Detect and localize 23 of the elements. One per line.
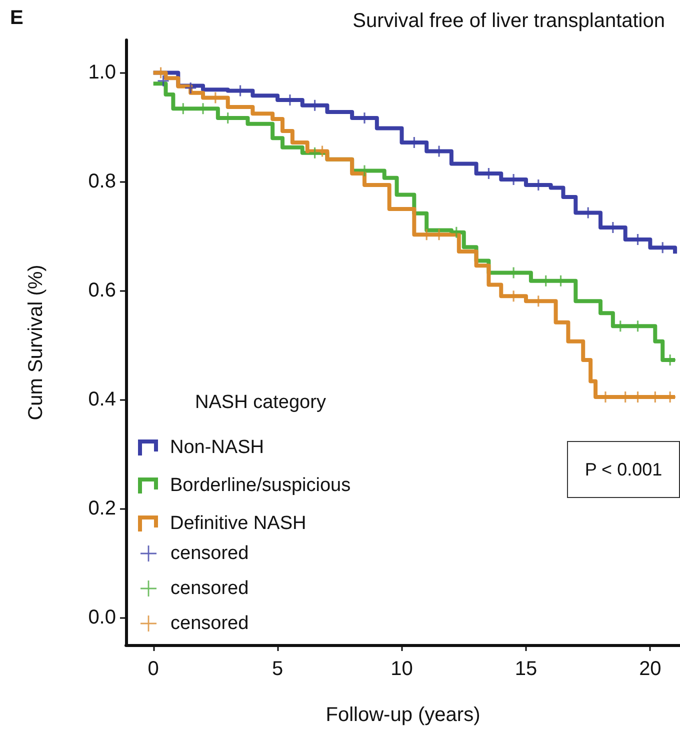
x-tick-label: 5 bbox=[272, 658, 284, 680]
x-tick-label: 15 bbox=[514, 658, 538, 680]
legend-label: Borderline/suspicious bbox=[170, 475, 351, 496]
legend-label: censored bbox=[170, 543, 249, 564]
y-axis-title: Cum Survival (%) bbox=[25, 264, 47, 420]
legend-label: Definitive NASH bbox=[170, 513, 306, 534]
y-tick-label: 0.8 bbox=[88, 170, 116, 193]
x-axis-title: Follow-up (years) bbox=[326, 704, 480, 726]
legend-label: censored bbox=[170, 613, 249, 634]
x-tick-label: 0 bbox=[148, 658, 159, 680]
text: E bbox=[10, 7, 24, 29]
x-tick-label: 10 bbox=[390, 658, 413, 680]
legend-title: NASH category bbox=[195, 392, 326, 413]
legend-label: censored bbox=[170, 578, 249, 599]
y-tick-label: 0.4 bbox=[88, 388, 116, 411]
y-tick-label: 0.6 bbox=[88, 280, 116, 302]
y-tick-label: 1.0 bbox=[88, 62, 116, 84]
legend-label: Non-NASH bbox=[170, 437, 264, 458]
x-tick-label: 20 bbox=[639, 658, 662, 680]
y-tick-label: 0.2 bbox=[88, 498, 116, 520]
chart-title: Survival free of liver transplantation bbox=[352, 10, 665, 32]
y-tick-label: 0.0 bbox=[88, 606, 116, 629]
annotation: P < 0.001 bbox=[584, 460, 662, 480]
